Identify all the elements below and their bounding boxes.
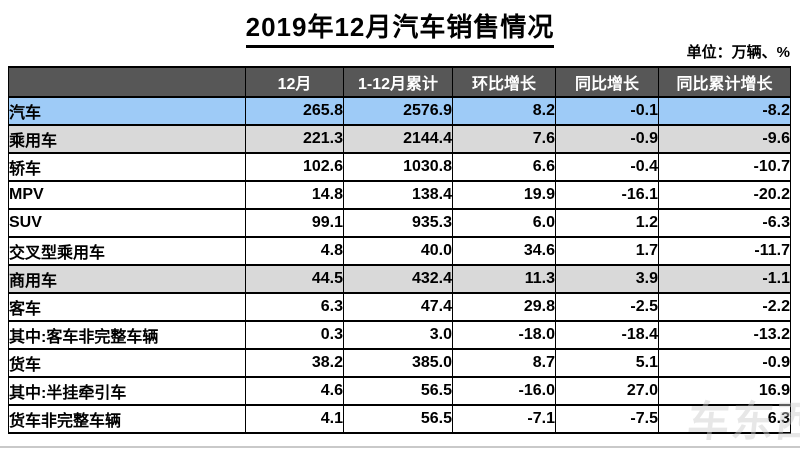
table-row: 汽车 265.8 2576.9 8.2 -0.1 -8.2 bbox=[8, 96, 791, 126]
table-row: SUV 99.1 935.3 6.0 1.2 -6.3 bbox=[8, 208, 791, 238]
value-cell: 19.9 bbox=[452, 180, 556, 210]
value-cell: 385.0 bbox=[343, 348, 453, 378]
value-cell: 221.3 bbox=[245, 124, 344, 154]
table-row: 客车 6.3 47.4 29.8 -2.5 -2.2 bbox=[8, 292, 791, 322]
row-label: 其中:半挂牵引车 bbox=[8, 376, 246, 406]
row-label: 乘用车 bbox=[8, 124, 246, 154]
value-cell: 1.7 bbox=[555, 236, 659, 266]
value-cell: 2576.9 bbox=[343, 96, 453, 126]
table-row: 其中:客车非完整车辆 0.3 3.0 -18.0 -18.4 -13.2 bbox=[8, 320, 791, 350]
column-header: 环比增长 bbox=[452, 66, 556, 98]
value-cell: 138.4 bbox=[343, 180, 453, 210]
value-cell: -13.2 bbox=[658, 320, 791, 350]
value-cell: 56.5 bbox=[343, 376, 453, 406]
value-cell: 8.7 bbox=[452, 348, 556, 378]
page-title-text: 2019年12月汽车销售情况 bbox=[245, 7, 555, 48]
row-label: SUV bbox=[8, 208, 246, 238]
value-cell: -20.2 bbox=[658, 180, 791, 210]
value-cell: 29.8 bbox=[452, 292, 556, 322]
value-cell: 935.3 bbox=[343, 208, 453, 238]
row-label: 汽车 bbox=[8, 96, 246, 126]
table-row: MPV 14.8 138.4 19.9 -16.1 -20.2 bbox=[8, 180, 791, 210]
value-cell: 1.2 bbox=[555, 208, 659, 238]
value-cell: 99.1 bbox=[245, 208, 344, 238]
value-cell: 4.6 bbox=[245, 376, 344, 406]
column-header: 同比增长 bbox=[555, 66, 659, 98]
value-cell: 40.0 bbox=[343, 236, 453, 266]
table-row: 轿车 102.6 1030.8 6.6 -0.4 -10.7 bbox=[8, 152, 791, 182]
value-cell: 5.1 bbox=[555, 348, 659, 378]
value-cell: 34.6 bbox=[452, 236, 556, 266]
value-cell: 265.8 bbox=[245, 96, 344, 126]
value-cell: 47.4 bbox=[343, 292, 453, 322]
row-label: 其中:客车非完整车辆 bbox=[8, 320, 246, 350]
value-cell: 2144.4 bbox=[343, 124, 453, 154]
value-cell: -2.5 bbox=[555, 292, 659, 322]
value-cell: 6.6 bbox=[452, 152, 556, 182]
row-label: 轿车 bbox=[8, 152, 246, 182]
value-cell: 4.1 bbox=[245, 404, 344, 434]
sales-table: 12月 1-12月累计 环比增长 同比增长 同比累计增长 汽车 265.8 2576.9 8.… bbox=[8, 66, 791, 434]
value-cell: 8.2 bbox=[452, 96, 556, 126]
column-header bbox=[8, 66, 246, 98]
value-cell: 44.5 bbox=[245, 264, 344, 294]
header-row: 12月 1-12月累计 环比增长 同比增长 同比累计增长 bbox=[8, 66, 791, 98]
value-cell: 4.8 bbox=[245, 236, 344, 266]
unit-label: 单位：万辆、% bbox=[686, 44, 790, 61]
row-label: 货车 bbox=[8, 348, 246, 378]
column-header: 12月 bbox=[245, 66, 344, 98]
row-label: 交叉型乘用车 bbox=[8, 236, 246, 266]
row-label: 客车 bbox=[8, 292, 246, 322]
column-header: 1-12月累计 bbox=[343, 66, 453, 98]
value-cell: -0.4 bbox=[555, 152, 659, 182]
value-cell: 7.6 bbox=[452, 124, 556, 154]
column-header: 同比累计增长 bbox=[658, 66, 791, 98]
value-cell: -6.3 bbox=[658, 208, 791, 238]
table-header: 12月 1-12月累计 环比增长 同比增长 同比累计增长 bbox=[8, 66, 791, 98]
value-cell: -0.1 bbox=[555, 96, 659, 126]
value-cell: -8.2 bbox=[658, 96, 791, 126]
value-cell: -0.9 bbox=[555, 124, 659, 154]
value-cell: -7.1 bbox=[452, 404, 556, 434]
table-row: 乘用车 221.3 2144.4 7.6 -0.9 -9.6 bbox=[8, 124, 791, 154]
value-cell: 16.9 bbox=[658, 376, 791, 406]
row-label: 货车非完整车辆 bbox=[8, 404, 246, 434]
table-body: 汽车 265.8 2576.9 8.2 -0.1 -8.2 乘用车 221.3 2144.4 7.… bbox=[8, 96, 791, 434]
value-cell: 6.3 bbox=[658, 404, 791, 434]
value-cell: 6.0 bbox=[452, 208, 556, 238]
table-row: 其中:半挂牵引车 4.6 56.5 -16.0 27.0 16.9 bbox=[8, 376, 791, 406]
value-cell: 27.0 bbox=[555, 376, 659, 406]
value-cell: 3.9 bbox=[555, 264, 659, 294]
value-cell: -16.0 bbox=[452, 376, 556, 406]
value-cell: -9.6 bbox=[658, 124, 791, 154]
value-cell: 1030.8 bbox=[343, 152, 453, 182]
value-cell: -7.5 bbox=[555, 404, 659, 434]
value-cell: -1.1 bbox=[658, 264, 791, 294]
value-cell: 56.5 bbox=[343, 404, 453, 434]
value-cell: 38.2 bbox=[245, 348, 344, 378]
value-cell: -18.4 bbox=[555, 320, 659, 350]
value-cell: -0.9 bbox=[658, 348, 791, 378]
table-row: 货车非完整车辆 4.1 56.5 -7.1 -7.5 6.3 bbox=[8, 404, 791, 434]
row-label: 商用车 bbox=[8, 264, 246, 294]
value-cell: 432.4 bbox=[343, 264, 453, 294]
value-cell: -2.2 bbox=[658, 292, 791, 322]
table-row: 交叉型乘用车 4.8 40.0 34.6 1.7 -11.7 bbox=[8, 236, 791, 266]
row-label: MPV bbox=[8, 180, 246, 210]
table-row: 货车 38.2 385.0 8.7 5.1 -0.9 bbox=[8, 348, 791, 378]
table-row: 商用车 44.5 432.4 11.3 3.9 -1.1 bbox=[8, 264, 791, 294]
value-cell: -18.0 bbox=[452, 320, 556, 350]
value-cell: -11.7 bbox=[658, 236, 791, 266]
value-cell: 6.3 bbox=[245, 292, 344, 322]
value-cell: -16.1 bbox=[555, 180, 659, 210]
value-cell: 14.8 bbox=[245, 180, 344, 210]
value-cell: 3.0 bbox=[343, 320, 453, 350]
value-cell: 11.3 bbox=[452, 264, 556, 294]
value-cell: 0.3 bbox=[245, 320, 344, 350]
value-cell: 102.6 bbox=[245, 152, 344, 182]
bottom-divider bbox=[0, 446, 800, 448]
value-cell: -10.7 bbox=[658, 152, 791, 182]
page-title: 2019年12月汽车销售情况 bbox=[0, 7, 800, 48]
